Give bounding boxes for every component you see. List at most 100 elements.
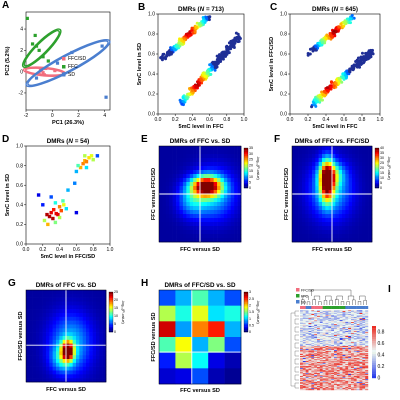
heat-cell [356,364,360,366]
heat-cell [82,370,87,375]
heat-cell [351,388,355,390]
heat-cell [348,362,352,364]
heat-cell [345,383,349,385]
heat-cell [342,234,346,239]
heat-cell [99,332,103,337]
heat-cell [325,351,329,353]
heat-cell [334,352,338,354]
heat-cell [162,158,167,163]
heat-cell [334,313,338,315]
heat-cell [66,328,70,333]
heat-cell [322,388,326,390]
heat-cell [345,186,349,191]
colorbar-segment [109,297,113,299]
heat-cell [302,327,306,329]
heat-cell [331,338,335,340]
heat-cell [52,347,57,352]
heat-cell [365,313,369,315]
colorbar-segment [244,300,248,302]
colorbar-segment [109,296,113,298]
heat-cell [308,182,313,187]
heat-cell [368,146,373,151]
heat-cell [328,341,332,343]
heat-cell [317,321,321,323]
heat-cell [305,384,309,386]
heat-cell [52,351,57,356]
heat-cell [314,355,318,357]
heat-cell [362,218,366,223]
heat-cell [359,319,363,321]
heat-cell [322,311,326,313]
heat-cell [89,309,93,314]
heat-cell [49,339,53,344]
heat-cell [234,194,238,199]
heat-cell [345,194,349,199]
heat-cell [325,365,329,367]
heat-cell [308,369,312,371]
heat-cell [189,158,194,163]
heat-cell [336,379,340,381]
heat-cell [332,162,336,167]
heat-cell [305,383,309,385]
heat-cell [362,340,366,342]
x-tick-label: 0.0 [155,117,162,123]
heat-cell [359,371,363,373]
heat-cell [362,355,366,357]
heat-cell [29,328,33,333]
heat-cell [311,340,315,342]
heat-cell [224,337,242,353]
heat-cell [325,313,329,315]
heat-cell [305,166,309,171]
heat-cell [302,146,306,151]
heat-cell [334,358,338,360]
heat-cell [32,355,37,360]
heat-cell [359,352,363,354]
heat-cell [345,146,349,151]
heat-cell [193,154,197,159]
heat-cell [362,365,366,367]
heat-cell [102,374,107,379]
heat-cell [32,313,37,318]
heat-cell [345,380,349,382]
heat-cell [210,170,214,175]
heat-cell [325,319,329,321]
heat-cell [328,322,332,324]
heat-cell [322,194,326,199]
heat-cell [292,150,296,155]
heat-cell [176,166,180,171]
heat-cell [162,214,167,219]
heat-cell [359,311,363,313]
heat-cell [348,226,353,231]
heat-cell [314,347,318,349]
heat-cell [159,230,163,235]
heat-cell [362,353,366,355]
heat-cell [52,336,57,341]
x-tick-label: 1.0 [241,117,248,123]
heat-cell [311,329,315,331]
heat-cell [96,378,100,383]
heat-cell [362,356,366,358]
heat-cell [59,370,63,375]
heat-cell [72,336,77,341]
heat-cell [298,186,303,191]
heat-cell [334,383,338,385]
heat-cell [311,386,315,388]
chart-title: DMRs of FFC vs. SD [170,138,231,145]
heat-cell [365,367,369,369]
heat-cell [345,360,349,362]
heat-cell [342,324,346,326]
heat-cell [334,316,338,318]
heat-cell [342,384,346,386]
heat-cell [348,364,352,366]
heat-cell [179,154,184,159]
heat-cell [176,198,180,203]
heat-cell [339,320,343,322]
heat-cell [42,313,47,318]
heat-cell [318,162,323,167]
heat-cell [325,150,329,155]
heat-cell [336,319,340,321]
heat-cell [102,343,107,348]
heat-cell [328,378,332,380]
ellipse-SD [25,39,111,88]
heat-cell [353,345,357,347]
